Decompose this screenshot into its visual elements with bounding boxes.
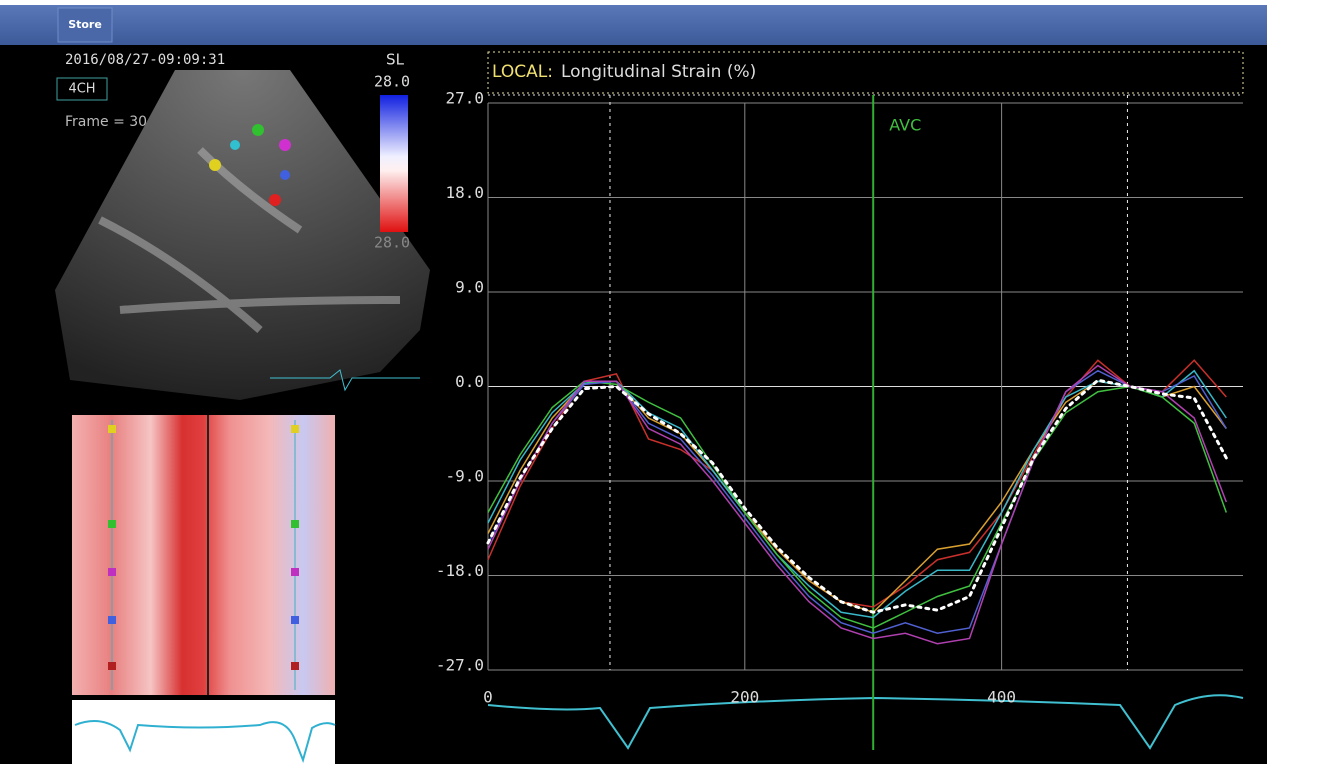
y-tick-label: -27.0 xyxy=(436,656,484,675)
store-label[interactable]: Store xyxy=(68,18,102,31)
scale-min: 28.0 xyxy=(374,234,410,252)
title-prefix: LOCAL: xyxy=(492,62,553,82)
scale-max: 28.0 xyxy=(374,73,410,91)
view-label: 4CH xyxy=(68,82,95,97)
x-tick-label: 0 xyxy=(483,688,493,707)
title-text: Longitudinal Strain (%) xyxy=(561,62,756,82)
toolbar xyxy=(0,5,1267,45)
y-tick-label: 27.0 xyxy=(445,89,484,108)
y-tick-label: 18.0 xyxy=(445,183,484,202)
x-tick-label: 400 xyxy=(987,688,1016,707)
y-tick-label: 0.0 xyxy=(455,372,484,391)
x-tick-label: 200 xyxy=(730,688,759,707)
app-window: Store 2016/08/27-09:09:31 4CH Frame = 30… xyxy=(0,0,1321,764)
color-scale xyxy=(380,95,408,232)
avc-label: AVC xyxy=(889,116,921,135)
frame-label: Frame = 30 xyxy=(65,114,147,130)
y-tick-label: 9.0 xyxy=(455,278,484,297)
timestamp: 2016/08/27-09:09:31 xyxy=(65,52,225,68)
ecg-strip xyxy=(72,700,335,764)
chart-title: LOCAL: Longitudinal Strain (%) xyxy=(492,62,756,82)
y-tick-label: -9.0 xyxy=(445,467,484,486)
scale-name: SL xyxy=(386,51,405,69)
m-mode-panel xyxy=(72,415,335,695)
y-tick-label: -18.0 xyxy=(436,561,484,580)
